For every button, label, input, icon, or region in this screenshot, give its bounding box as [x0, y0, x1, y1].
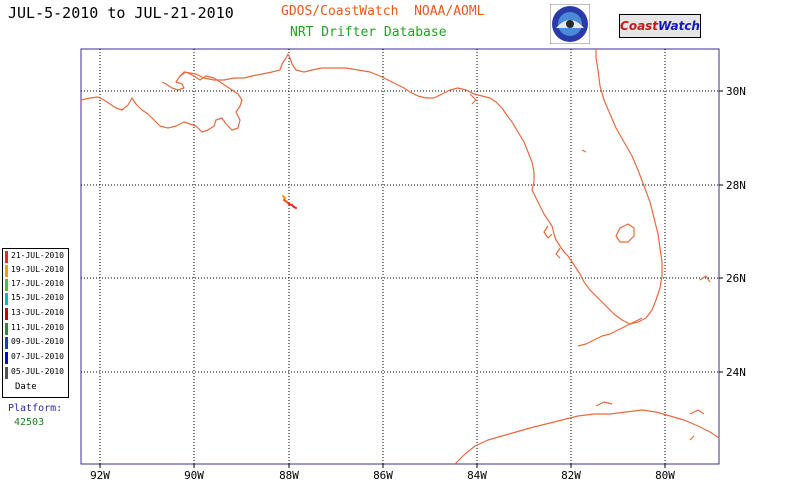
lat-label-24n: 24N — [726, 366, 746, 379]
legend-item: 11-JUL-2010 — [5, 323, 67, 335]
organization-title: GDOS/CoastWatch NOAA/AOML — [281, 4, 485, 19]
lat-label-26n: 26N — [726, 272, 746, 285]
noaa-logo-icon — [550, 4, 590, 44]
legend-axis-label: Date — [15, 382, 37, 392]
legend-item: 07-JUL-2010 — [5, 352, 67, 364]
legend-item: 13-JUL-2010 — [5, 308, 67, 320]
lon-label-90w: 90W — [184, 469, 204, 482]
logo-text-right: Watch — [658, 19, 700, 33]
axis-ticks — [99, 90, 723, 468]
lon-label-80w: 80W — [655, 469, 675, 482]
legend-item: 09-JUL-2010 — [5, 337, 67, 349]
legend-item: 21-JUL-2010 — [5, 251, 67, 263]
date-legend: 21-JUL-2010 19-JUL-2010 17-JUL-2010 15-J… — [2, 248, 69, 398]
graticule — [81, 49, 719, 464]
lat-label-28n: 28N — [726, 179, 746, 192]
logo-text-left: Coast — [620, 19, 659, 33]
lon-label-84w: 84W — [467, 469, 487, 482]
legend-item: 17-JUL-2010 — [5, 279, 67, 291]
org-suffix: NOAA/AOML — [414, 4, 485, 19]
legend-item: 19-JUL-2010 — [5, 265, 67, 277]
legend-item: 05-JUL-2010 — [5, 367, 67, 379]
legend-item: 15-JUL-2010 — [5, 293, 67, 305]
lon-label-88w: 88W — [279, 469, 299, 482]
lon-label-86w: 86W — [373, 469, 393, 482]
drifter-track — [282, 195, 297, 209]
date-range-title: JUL-5-2010 to JUL-21-2010 — [8, 4, 234, 22]
lat-label-30n: 30N — [726, 85, 746, 98]
org-prefix: GDOS/CoastWatch — [281, 4, 399, 19]
coastline — [80, 49, 720, 465]
lon-label-82w: 82W — [561, 469, 581, 482]
platform-id: 42503 — [14, 417, 45, 428]
coastwatch-logo-icon: CoastWatch — [619, 14, 701, 38]
map-frame — [80, 48, 720, 465]
database-title: NRT Drifter Database — [290, 25, 447, 40]
lon-label-92w: 92W — [90, 469, 110, 482]
platform-label: Platform: — [8, 403, 63, 414]
